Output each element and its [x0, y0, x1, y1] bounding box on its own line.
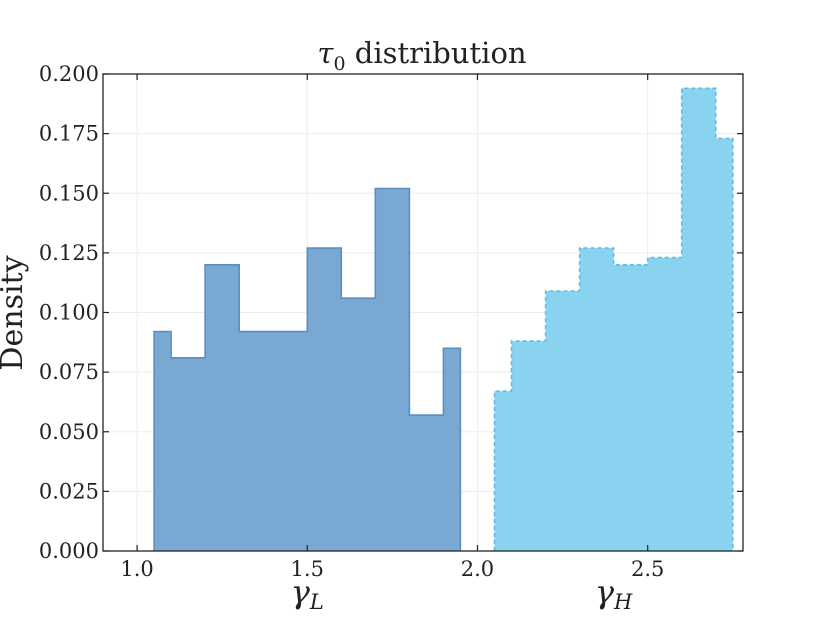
y-tick-label: 0.100 [39, 301, 99, 325]
group-label: γH [595, 573, 633, 614]
group-label-subscript: L [309, 590, 324, 614]
histogram-outline-2 [493, 87, 734, 551]
x-tick-label: 2.5 [631, 557, 664, 581]
group-label-subscript: H [613, 590, 633, 614]
y-tick-label: 0.125 [39, 241, 99, 265]
group-label-symbol: γ [291, 573, 311, 611]
y-tick-label: 0.075 [39, 360, 99, 384]
histogram-bars [153, 87, 734, 552]
histogram-outline-1 [153, 187, 462, 551]
chart-title: τ0 distribution [317, 36, 526, 75]
title-symbol: τ [317, 36, 334, 70]
title-rest: distribution [346, 36, 527, 70]
x-tick-label: 2.0 [461, 557, 494, 581]
y-tick-label: 0.175 [39, 122, 99, 146]
axis-ticks [103, 73, 743, 552]
group-label-symbol: γ [595, 573, 615, 611]
tick-labels: 1.0 1.5 2.0 2.5 0.000 0.025 0.050 0.075 0.100 0.1… [39, 62, 665, 581]
group-labels: γL γH [291, 573, 633, 614]
group-label: γL [291, 573, 324, 614]
histogram-fill-1 [154, 188, 461, 551]
histogram-fill-2 [494, 88, 733, 552]
y-tick-label: 0.050 [39, 420, 99, 444]
y-axis-title: Density [0, 255, 30, 370]
y-tick-label: 0.025 [39, 479, 99, 503]
x-tick-label: 1.0 [120, 557, 153, 581]
title-subscript: 0 [333, 53, 345, 75]
y-tick-label: 0.200 [39, 62, 99, 86]
y-tick-label: 0.000 [39, 539, 99, 563]
x-tick-label: 1.5 [291, 557, 324, 581]
y-tick-label: 0.150 [39, 181, 99, 205]
